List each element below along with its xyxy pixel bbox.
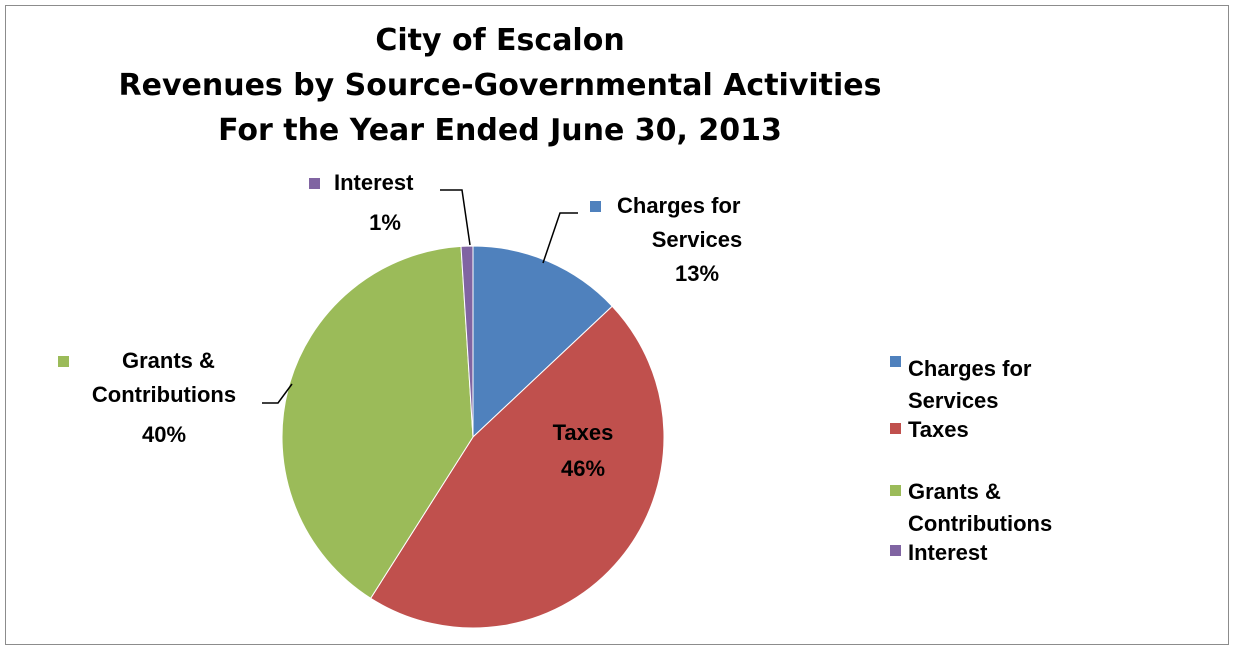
data-label-grants-line1: Grants & xyxy=(122,348,215,373)
legend-label-interest: Interest xyxy=(908,540,988,565)
legend-key-grants xyxy=(890,485,901,496)
legend-key-interest-label xyxy=(309,178,320,189)
data-label-charges-percent: 13% xyxy=(675,261,719,286)
data-label-taxes-name: Taxes xyxy=(553,420,614,445)
legend-label-taxes: Taxes xyxy=(908,417,969,442)
data-label-grants-line2: Contributions xyxy=(92,382,236,407)
pie-slice-interest xyxy=(460,245,474,438)
legend-key-charges-label xyxy=(590,201,601,212)
legend-item-charges: Charges for Services xyxy=(890,356,1032,413)
chart-title: City of Escalon Revenues by Source-Gover… xyxy=(0,18,1000,153)
legend-key-interest xyxy=(890,545,901,556)
data-label-interest-percent: 1% xyxy=(369,210,401,235)
legend-item-grants: Grants & Contributions xyxy=(890,479,1052,536)
leader-line-charges xyxy=(542,212,578,264)
legend-item-interest: Interest xyxy=(890,540,988,565)
pie-slice-charges-for-services xyxy=(472,245,613,439)
legend-label-grants-line2: Contributions xyxy=(908,511,1052,536)
data-label-charges-line2: Services xyxy=(652,227,743,252)
legend: Charges for Services Taxes Grants & Cont… xyxy=(890,356,1052,565)
chart-title-line-3: For the Year Ended June 30, 2013 xyxy=(218,113,782,148)
chart-title-line-1: City of Escalon xyxy=(375,23,625,58)
data-label-interest-name: Interest xyxy=(334,170,414,195)
data-label-grants-percent: 40% xyxy=(142,422,186,447)
legend-label-grants-line1: Grants & xyxy=(908,479,1001,504)
legend-key-taxes xyxy=(890,423,901,434)
chart-title-line-2: Revenues by Source-Governmental Activiti… xyxy=(118,68,882,103)
legend-label-charges-line2: Services xyxy=(908,388,999,413)
legend-label-charges-line1: Charges for xyxy=(908,356,1032,381)
legend-key-charges xyxy=(890,356,901,367)
data-label-grants: Grants & Contributions 40% xyxy=(58,348,236,447)
data-label-taxes-percent: 46% xyxy=(561,456,605,481)
data-label-charges: Charges for Services 13% xyxy=(590,193,742,286)
leader-lines xyxy=(262,189,578,404)
legend-key-grants-label xyxy=(58,356,69,367)
legend-item-taxes: Taxes xyxy=(890,417,969,442)
pie-slices xyxy=(281,245,665,629)
leader-line-grants xyxy=(262,383,293,404)
leader-line-interest xyxy=(440,189,471,246)
data-label-taxes: Taxes 46% xyxy=(553,420,614,481)
pie-slice-taxes xyxy=(369,305,665,629)
data-label-interest: Interest 1% xyxy=(309,170,414,235)
data-label-charges-line1: Charges for xyxy=(617,193,741,218)
